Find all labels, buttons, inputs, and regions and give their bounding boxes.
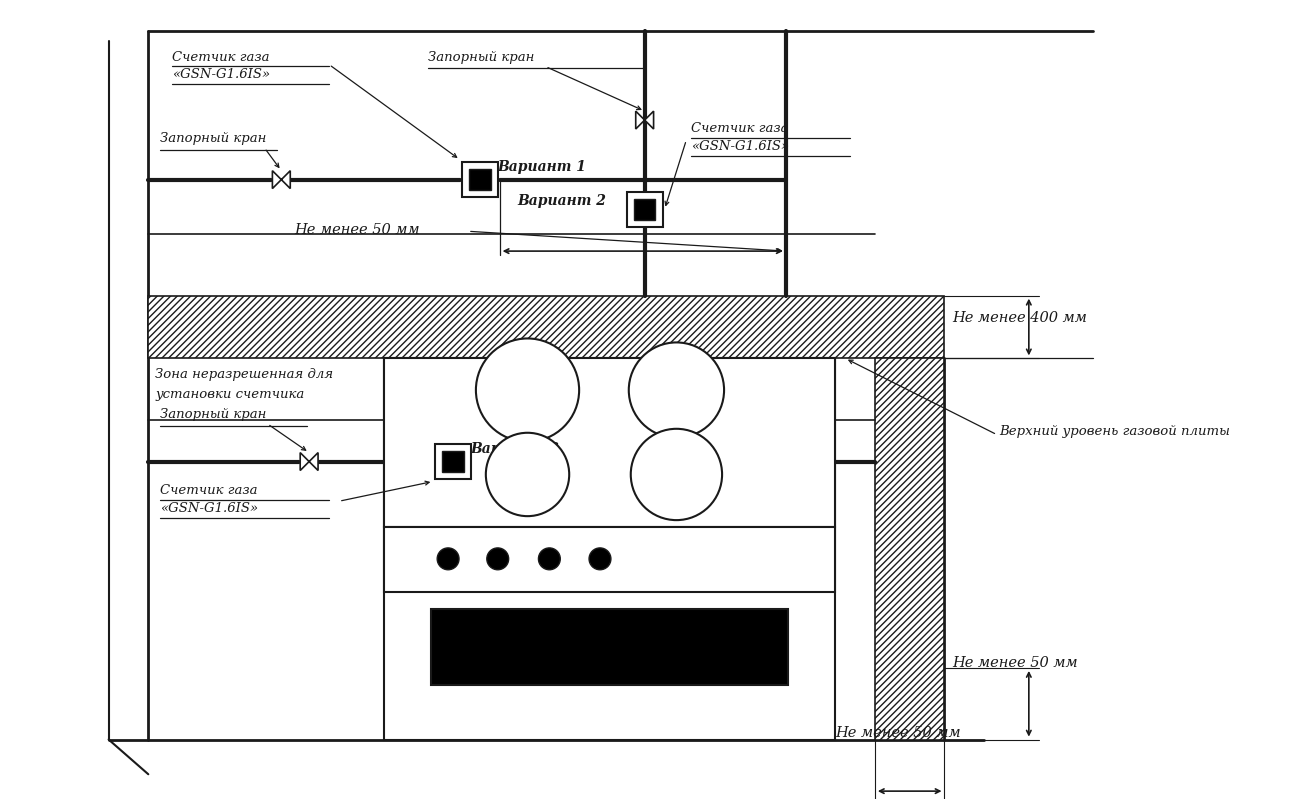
Bar [384, 527, 835, 592]
Circle shape [630, 429, 722, 520]
Bar [634, 199, 655, 220]
Text: Не менее 50 мм: Не менее 50 мм [295, 223, 420, 237]
Circle shape [487, 548, 509, 569]
Text: Счетчик газа: Счетчик газа [691, 122, 789, 135]
Text: установки счетчика: установки счетчика [155, 388, 305, 401]
Text: Верхний уровень газовой плиты: Верхний уровень газовой плиты [999, 425, 1230, 438]
Text: Счетчик газа: Счетчик газа [172, 51, 270, 63]
Circle shape [589, 548, 611, 569]
Bar [442, 451, 464, 472]
Bar [469, 169, 491, 190]
Polygon shape [273, 171, 291, 188]
Text: «GSN-G1.6IS»: «GSN-G1.6IS» [691, 140, 789, 153]
Text: Не менее 50 мм: Не менее 50 мм [952, 656, 1078, 670]
Bar [875, 358, 944, 739]
Bar [432, 610, 788, 685]
Text: Вариант 2: Вариант 2 [518, 193, 606, 208]
Text: Счетчик газа: Счетчик газа [160, 484, 257, 497]
Text: Зона неразрешенная для: Зона неразрешенная для [155, 368, 333, 381]
Circle shape [539, 548, 561, 569]
Text: Не менее 400 мм: Не менее 400 мм [952, 310, 1088, 325]
Text: Вариант 1: Вариант 1 [497, 160, 587, 174]
Bar [384, 358, 835, 527]
Polygon shape [300, 452, 318, 471]
Circle shape [475, 338, 579, 442]
Bar [627, 192, 663, 227]
Circle shape [629, 342, 724, 438]
Bar [384, 358, 835, 739]
Text: Вариант 3: Вариант 3 [470, 442, 559, 456]
Text: «GSN-G1.6IS»: «GSN-G1.6IS» [172, 68, 270, 82]
Bar [463, 162, 497, 197]
Text: «GSN-G1.6IS»: «GSN-G1.6IS» [160, 502, 258, 515]
Text: Не менее 50 мм: Не менее 50 мм [835, 726, 961, 739]
Text: Запорный кран: Запорный кран [428, 51, 535, 63]
Polygon shape [636, 111, 654, 129]
Text: Запорный кран: Запорный кран [160, 132, 266, 145]
Circle shape [486, 433, 570, 516]
Text: Запорный кран: Запорный кран [160, 408, 266, 421]
Bar [149, 296, 944, 358]
Circle shape [437, 548, 459, 569]
Bar [435, 444, 472, 480]
